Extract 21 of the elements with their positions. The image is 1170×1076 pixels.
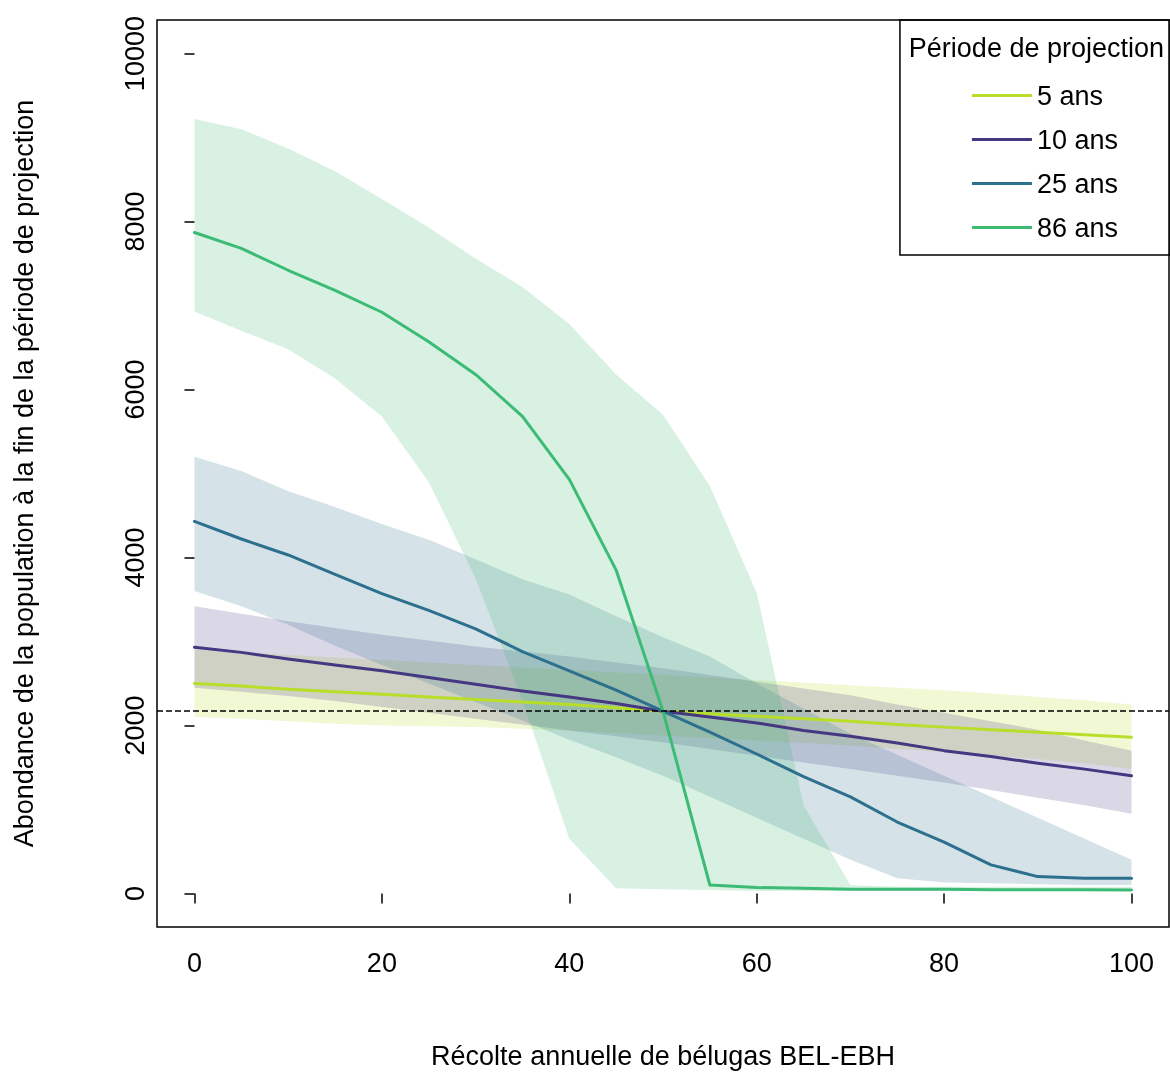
y-tick-label: 0: [120, 885, 150, 901]
legend-title: Période de projection: [908, 32, 1164, 63]
x-tick-label: 80: [929, 947, 960, 978]
line-series: [192, 681, 1134, 739]
x-tick-label: 60: [741, 947, 772, 978]
y-tick-label: 10000: [120, 16, 150, 92]
legend-label: 5 ans: [1036, 80, 1103, 111]
legend-label: 10 ans: [1036, 124, 1119, 155]
y-axis-title: Abondance de la population à la fin de la période de projection: [8, 99, 39, 848]
x-tick-label: 40: [554, 947, 585, 978]
legend-label: 86 ans: [1036, 212, 1119, 243]
x-tick-label: 0: [186, 947, 202, 978]
y-tick-label: 8000: [120, 191, 150, 252]
y-tick-label: 6000: [120, 359, 150, 420]
legend-label: 25 ans: [1036, 168, 1119, 199]
y-tick-label: 2000: [120, 695, 150, 756]
x-axis-title: Récolte annuelle de bélugas BEL-EBH: [431, 1040, 895, 1071]
x-tick-label: 100: [1108, 947, 1155, 978]
x-tick-label: 20: [366, 947, 397, 978]
y-tick-label: 4000: [120, 527, 150, 588]
line-series: [192, 519, 1134, 880]
